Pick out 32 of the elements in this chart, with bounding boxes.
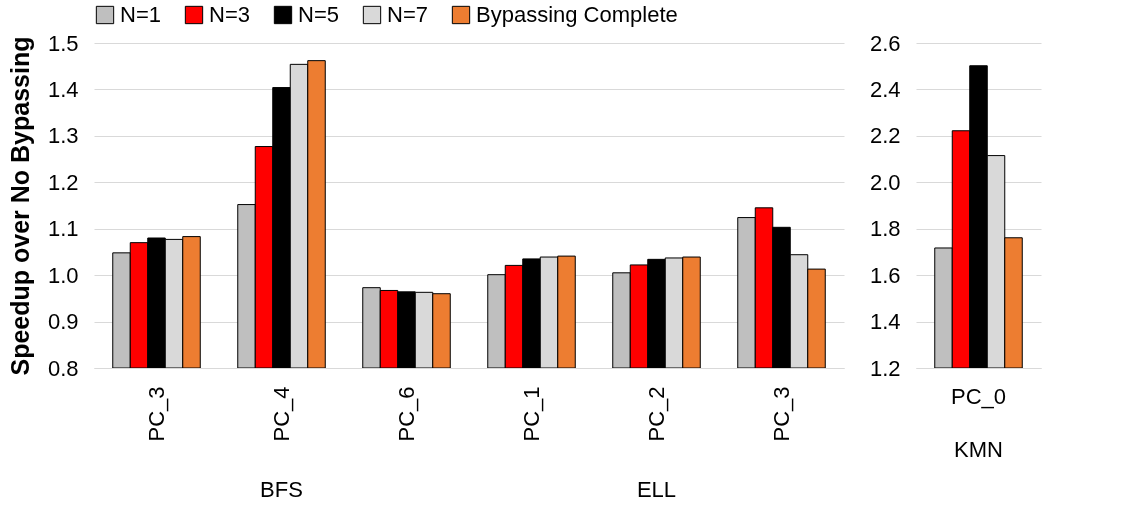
y-tick-label: 2.6 <box>869 30 901 56</box>
y-tick-label: 1.5 <box>47 30 79 56</box>
x-tick-label: PC_6 <box>393 386 419 442</box>
y-axis-title: Speedup over No Bypassing <box>5 36 34 376</box>
y-tick-label: 1.2 <box>47 169 79 195</box>
text: BFS <box>260 477 303 502</box>
y-tick-label: 2.2 <box>869 123 901 149</box>
x-tick-label: PC_0 <box>950 383 1007 409</box>
y-tick-label: 1.4 <box>47 76 79 102</box>
legend-label: N=5 <box>298 2 339 27</box>
y-tick-label: 0.8 <box>47 355 79 381</box>
y-tick-label: 0.9 <box>47 309 79 335</box>
x-tick-label: PC_4 <box>268 386 294 442</box>
y-tick-label: 1.8 <box>869 216 901 242</box>
y-tick-label: 1.2 <box>869 355 901 381</box>
legend-label: N=1 <box>120 2 161 27</box>
legend-label: N=7 <box>387 2 428 27</box>
y-tick-label: 1.6 <box>869 262 901 288</box>
text: ELL <box>636 477 677 502</box>
y-tick-label: 2.4 <box>869 76 901 102</box>
y-tick-label: 1.1 <box>47 216 79 242</box>
x-tick-label: PC_1 <box>518 386 544 442</box>
y-tick-label: 1.0 <box>47 262 79 288</box>
x-tick-label: PC_3 <box>768 386 794 442</box>
y-tick-label: 1.3 <box>47 123 79 149</box>
x-tick-label: PC_3 <box>143 386 169 442</box>
x-tick-label: PC_2 <box>643 386 669 442</box>
legend-label: Bypassing Complete <box>476 2 678 27</box>
text: KMN <box>954 437 1003 462</box>
y-tick-label: 2.0 <box>869 169 901 195</box>
legend-label: N=3 <box>209 2 250 27</box>
y-tick-label: 1.4 <box>869 309 901 335</box>
